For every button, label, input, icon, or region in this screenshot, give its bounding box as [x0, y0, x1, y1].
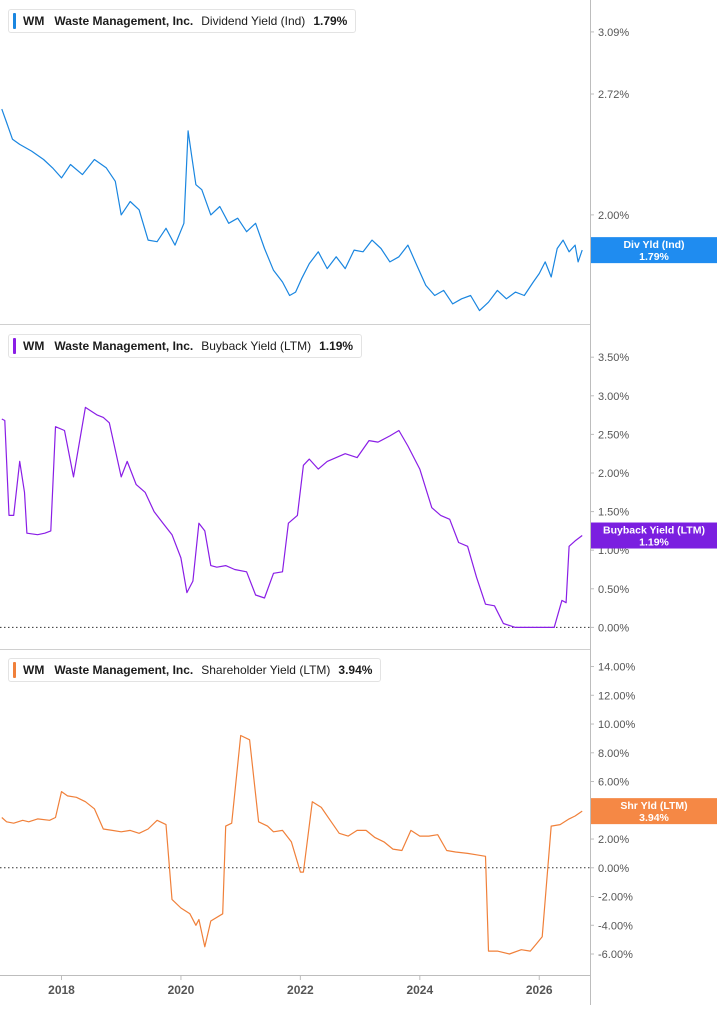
y-tick-label: 1.50%: [598, 507, 629, 519]
value-tag: [591, 522, 717, 549]
x-tick-label: 2018: [48, 983, 75, 997]
value-tag-value: 1.19%: [639, 537, 669, 549]
y-tick-label: 12.00%: [598, 690, 636, 702]
y-tick-label: 2.00%: [598, 834, 629, 846]
legend-dividend-yield: WM Waste Management, Inc. Dividend Yield…: [8, 9, 357, 33]
legend-company: Waste Management, Inc.: [54, 663, 194, 677]
legend-ticker: WM: [23, 14, 45, 28]
series-line: [1, 108, 583, 312]
x-tick-label: 2026: [526, 983, 553, 997]
y-tick-label: -4.00%: [598, 920, 633, 932]
legend-value: 3.94%: [338, 663, 373, 677]
value-tag: [591, 237, 717, 264]
legend-ticker: WM: [23, 663, 45, 677]
x-tick-label: 2022: [287, 983, 314, 997]
y-tick-label: 14.00%: [598, 662, 636, 674]
value-tag-value: 3.94%: [639, 812, 669, 824]
legend-swatch: [13, 338, 16, 354]
y-tick-label: 8.00%: [598, 748, 629, 760]
y-tick-label: 0.00%: [598, 622, 629, 634]
y-tick-label: 2.72%: [598, 89, 629, 101]
legend-shareholder-yield: WM Waste Management, Inc. Shareholder Yi…: [8, 658, 382, 682]
y-tick-label: -2.00%: [598, 892, 633, 904]
y-tick-label: 6.00%: [598, 777, 629, 789]
legend-value: 1.79%: [313, 14, 348, 28]
legend-value: 1.19%: [319, 339, 354, 353]
y-tick-label: 10.00%: [598, 719, 636, 731]
legend-company: Waste Management, Inc.: [54, 339, 194, 353]
value-tag-label: Div Yld (Ind): [623, 239, 684, 251]
value-tag: [591, 798, 717, 825]
value-tag-label: Shr Yld (LTM): [620, 800, 687, 812]
y-tick-label: 0.50%: [598, 584, 629, 596]
y-tick-label: 3.50%: [598, 352, 629, 364]
value-tag-value: 1.79%: [639, 251, 669, 263]
series-line: [1, 406, 583, 629]
value-tag-label: Buyback Yield (LTM): [603, 525, 705, 537]
legend-ticker: WM: [23, 339, 45, 353]
y-tick-label: -6.00%: [598, 949, 633, 961]
y-tick-label: 2.50%: [598, 429, 629, 441]
y-tick-label: 2.00%: [598, 210, 629, 222]
legend-metric: Shareholder Yield (LTM): [201, 663, 331, 677]
series-line: [1, 734, 583, 955]
x-tick-label: 2020: [168, 983, 195, 997]
x-tick-label: 2024: [406, 983, 433, 997]
legend-metric: Dividend Yield (Ind): [201, 14, 306, 28]
y-tick-label: 3.00%: [598, 391, 629, 403]
legend-company: Waste Management, Inc.: [54, 14, 194, 28]
legend-swatch: [13, 662, 16, 678]
legend-buyback-yield: WM Waste Management, Inc. Buyback Yield …: [8, 334, 363, 358]
legend-metric: Buyback Yield (LTM): [201, 339, 312, 353]
legend-swatch: [13, 13, 16, 29]
y-tick-label: 2.00%: [598, 468, 629, 480]
y-tick-label: 3.09%: [598, 27, 629, 39]
y-tick-label: 0.00%: [598, 863, 629, 875]
